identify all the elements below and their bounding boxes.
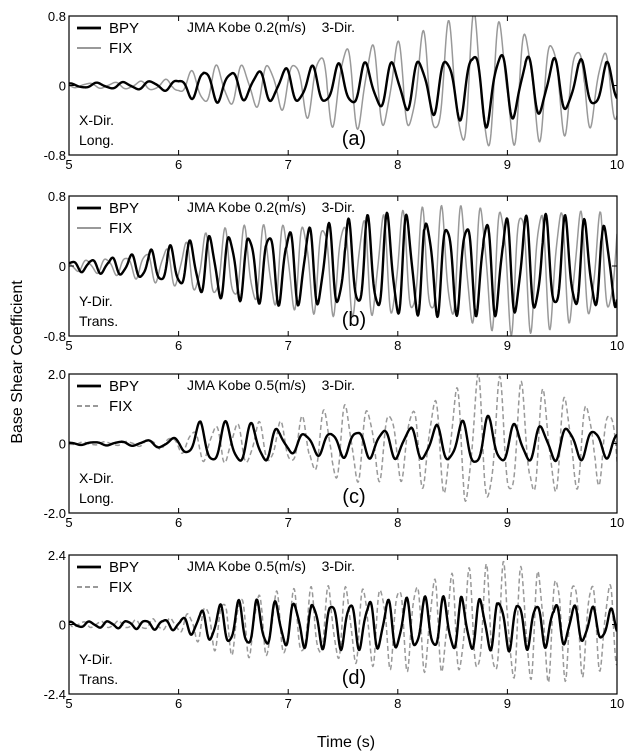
direction-annotation: X-Dir.	[79, 112, 114, 128]
legend-box	[72, 376, 152, 416]
y-tick-label: -2.0	[44, 506, 66, 521]
panel-label: (a)	[342, 128, 366, 150]
x-tick-label: 7	[285, 696, 292, 711]
chart-panel-2: 5 6 7 8 9 10 0.8 0 -0.8 BPY FIX JMA Kobe 0.2(m/s) 3…	[44, 189, 625, 353]
direction-annotation: Trans.	[79, 313, 118, 329]
series-line-fix	[69, 204, 617, 336]
legend-label-fix: FIX	[109, 40, 132, 57]
y-tick-label: 0	[59, 259, 66, 274]
series-line-bpy	[69, 595, 617, 653]
legend-box	[72, 18, 152, 58]
series-group	[69, 560, 617, 684]
x-tick-label: 8	[394, 515, 401, 530]
y-axis-title: Base Shear Coefficient	[9, 280, 26, 444]
legend-label-fix: FIX	[109, 220, 132, 237]
series-line-bpy	[69, 414, 617, 463]
series-line-fix	[69, 374, 617, 502]
direction-annotation: Y-Dir.	[79, 293, 113, 309]
x-tick-label: 6	[175, 338, 182, 353]
y-tick-label: 2.0	[48, 367, 66, 382]
legend-box	[72, 557, 152, 597]
x-tick-label: 7	[285, 157, 292, 172]
x-axis-title: Time (s)	[317, 734, 375, 751]
y-tick-label: 2.4	[48, 548, 66, 563]
x-tick-label: 5	[65, 515, 72, 530]
series-line-bpy	[69, 53, 617, 129]
direction-annotation: X-Dir.	[79, 470, 114, 486]
legend-label-fix: FIX	[109, 579, 132, 596]
panel-title: JMA Kobe 0.5(m/s) 3-Dir.	[187, 558, 355, 574]
direction-annotation: Trans.	[79, 671, 118, 687]
x-tick-label: 6	[175, 696, 182, 711]
y-tick-label: 0.8	[48, 9, 66, 24]
legend-label-bpy: BPY	[109, 20, 139, 37]
x-tick-label: 9	[504, 338, 511, 353]
legend-label-fix: FIX	[109, 398, 132, 415]
x-tick-label: 6	[175, 157, 182, 172]
x-tick-label: 9	[504, 696, 511, 711]
panel-label: (d)	[342, 667, 366, 689]
chart-panel-1: 5 6 7 8 9 10 0.8 0 -0.8 BPY FIX JMA Kobe 0.2(m/s) 3…	[44, 9, 625, 172]
x-tick-label: 10	[610, 157, 624, 172]
x-tick-label: 10	[610, 515, 624, 530]
x-tick-label: 5	[65, 696, 72, 711]
x-tick-label: 8	[394, 696, 401, 711]
x-tick-label: 10	[610, 696, 624, 711]
y-tick-label: -0.8	[44, 148, 66, 163]
direction-annotation: Long.	[79, 132, 114, 148]
y-tick-label: 0	[59, 79, 66, 94]
series-group	[69, 16, 617, 147]
x-tick-label: 7	[285, 338, 292, 353]
panel-title: JMA Kobe 0.2(m/s) 3-Dir.	[187, 199, 355, 215]
direction-annotation: Long.	[79, 490, 114, 506]
y-tick-label: -2.4	[44, 687, 66, 702]
panel-label: (c)	[342, 486, 365, 508]
panel-label: (b)	[342, 309, 366, 331]
y-tick-label: 0.8	[48, 189, 66, 204]
y-tick-label: -0.8	[44, 329, 66, 344]
x-tick-label: 5	[65, 157, 72, 172]
y-tick-label: 0	[59, 618, 66, 633]
x-tick-label: 9	[504, 157, 511, 172]
series-line-fix	[69, 560, 617, 684]
x-tick-label: 9	[504, 515, 511, 530]
series-line-bpy	[69, 211, 617, 319]
x-tick-label: 8	[394, 338, 401, 353]
x-tick-label: 6	[175, 515, 182, 530]
series-group	[69, 204, 617, 336]
legend-label-bpy: BPY	[109, 559, 139, 576]
chart-panel-3: 5 6 7 8 9 10 2.0 0 -2.0 BPY FIX JMA Kobe 0.5(m/s) 3…	[44, 367, 625, 530]
series-group	[69, 374, 617, 502]
legend-box	[72, 198, 152, 238]
x-tick-label: 7	[285, 515, 292, 530]
series-line-fix	[69, 16, 617, 147]
y-tick-label: 0	[59, 437, 66, 452]
x-tick-label: 10	[610, 338, 624, 353]
x-tick-label: 8	[394, 157, 401, 172]
x-tick-label: 5	[65, 338, 72, 353]
panel-title: JMA Kobe 0.2(m/s) 3-Dir.	[187, 19, 355, 35]
legend-label-bpy: BPY	[109, 378, 139, 395]
panel-title: JMA Kobe 0.5(m/s) 3-Dir.	[187, 377, 355, 393]
legend-label-bpy: BPY	[109, 200, 139, 217]
chart-panel-4: 5 6 7 8 9 10 2.4 0 -2.4 BPY FIX JMA Kobe 0.5(m/s) 3…	[44, 548, 625, 711]
direction-annotation: Y-Dir.	[79, 651, 113, 667]
